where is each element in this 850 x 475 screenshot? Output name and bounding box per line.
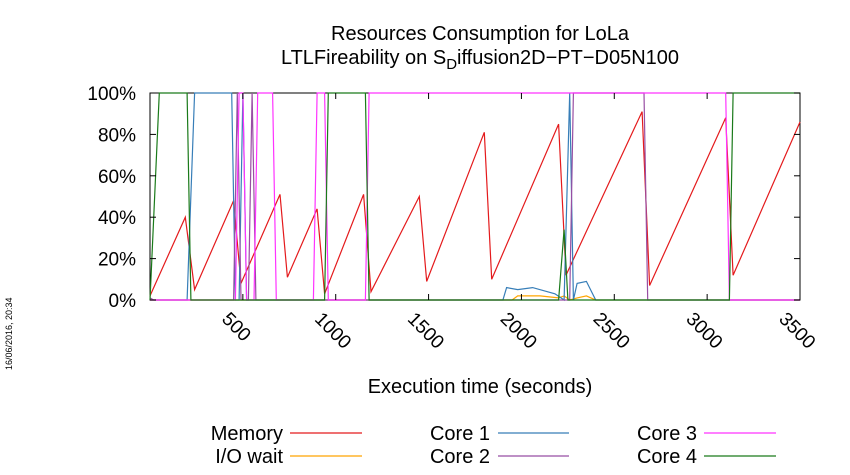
subtitle-rest: iffusion2D−PT−D05N100 — [457, 47, 679, 69]
series-layer — [149, 92, 801, 302]
legend-label: Core 1 — [430, 423, 490, 445]
legend-label: Core 2 — [430, 446, 490, 468]
series-line-core-4 — [149, 92, 800, 301]
y-tick-label: 100% — [87, 84, 136, 105]
series-line-core-1 — [150, 92, 800, 302]
y-tick-label: 80% — [98, 125, 136, 146]
chart-subtitle: LTLFireability on SDiffusion2D−PT−D05N10… — [281, 47, 679, 73]
series-line-i-o-wait — [150, 295, 800, 301]
subtitle-subscript: D — [446, 56, 457, 73]
legend-label: Memory — [211, 423, 283, 445]
legend-label: Core 4 — [637, 446, 697, 468]
chart-title: Resources Consumption for LoLa — [331, 23, 630, 45]
series-line-memory — [149, 111, 801, 297]
subtitle-prefix: LTLFireability on S — [281, 47, 446, 69]
y-tick-label: 60% — [98, 167, 136, 188]
x-tick-label: 3500 — [774, 309, 819, 354]
axes-layer: 0% 20% 40% 60% 80% 100% 500 1000 1500 2000 2500 300… — [87, 84, 819, 353]
x-tick-label: 1000 — [310, 309, 355, 354]
x-tick-label: 500 — [217, 309, 254, 346]
legend-label: I/O wait — [215, 446, 283, 468]
x-tick-label: 3000 — [682, 309, 727, 354]
x-tick-label: 2000 — [496, 309, 541, 354]
x-tick-label: 1500 — [403, 309, 448, 354]
legend-label: Core 3 — [637, 423, 697, 445]
y-tick-label: 20% — [98, 250, 136, 271]
x-axis-label: Execution time (seconds) — [368, 376, 593, 398]
y-tick-label: 0% — [109, 291, 137, 312]
timestamp: 16/06/2016, 20:34 — [4, 297, 14, 370]
y-tick-label: 40% — [98, 208, 136, 229]
series-line-core-3 — [150, 92, 800, 301]
x-tick-label: 2500 — [589, 309, 634, 354]
